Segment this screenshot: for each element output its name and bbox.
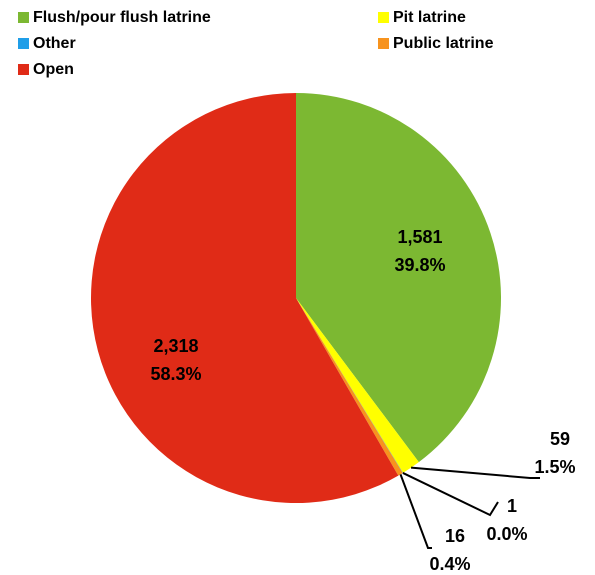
pie-slice	[296, 298, 403, 476]
legend-swatch	[18, 12, 29, 23]
percent-label: 0.0%	[486, 524, 527, 544]
data-label: 16	[445, 526, 465, 546]
legend-label: Flush/pour flush latrine	[33, 9, 211, 26]
leader-line	[410, 466, 540, 479]
pie-slice	[296, 298, 404, 474]
percent-label: 1.5%	[534, 457, 575, 477]
data-label: 1	[507, 496, 517, 516]
legend-swatch	[378, 38, 389, 49]
leader-line	[399, 473, 432, 549]
data-label: 2,318	[153, 336, 198, 356]
legend-swatch	[18, 38, 29, 49]
pie-slice	[296, 93, 502, 463]
percent-label: 0.4%	[429, 554, 470, 574]
legend-label: Pit latrine	[393, 9, 466, 26]
legend-swatch	[18, 64, 29, 75]
data-label: 1,581	[397, 227, 442, 247]
data-label: 59	[550, 429, 570, 449]
percent-label: 39.8%	[394, 255, 445, 275]
pie-slice	[296, 298, 419, 473]
percent-label: 58.3%	[150, 364, 201, 384]
legend-label: Public latrine	[393, 35, 494, 52]
legend-label: Other	[33, 35, 76, 52]
legend-swatch	[378, 12, 389, 23]
leader-line	[402, 472, 499, 517]
legend-label: Open	[33, 61, 74, 78]
pie-slice	[90, 93, 399, 503]
